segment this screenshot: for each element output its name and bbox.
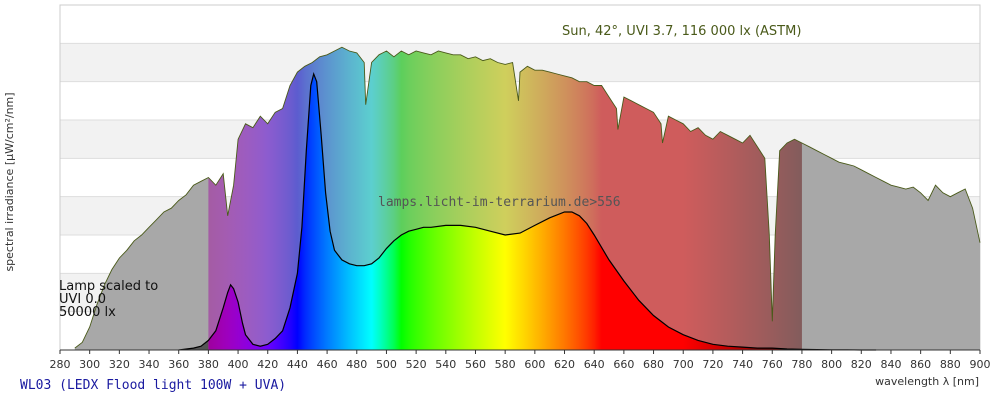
x-tick-label: 580	[495, 358, 516, 371]
x-tick-label: 440	[287, 358, 308, 371]
x-axis-ticks: 280 300 320 340 360 380 400 420 440 460 480 500 520 5…	[50, 350, 991, 371]
x-axis-label: wavelength λ [nm]	[875, 375, 979, 388]
lamp-scale-line-2: UVI 0.0	[59, 292, 106, 307]
x-tick-label: 340	[139, 358, 160, 371]
x-tick-label: 740	[732, 358, 753, 371]
x-tick-label: 420	[257, 358, 278, 371]
x-tick-label: 380	[198, 358, 219, 371]
grid-band	[60, 5, 980, 44]
x-tick-label: 860	[910, 358, 931, 371]
sun-series-label: Sun, 42°, UVI 3.7, 116 000 lx (ASTM)	[562, 24, 801, 39]
x-tick-label: 600	[524, 358, 545, 371]
footer-lamp-title: WL03 (LEDX Flood light 100W + UVA)	[20, 378, 286, 393]
y-axis-label: spectral irradiance [µW/cm²/nm]	[3, 92, 16, 271]
x-tick-label: 640	[584, 358, 605, 371]
lamp-spectrum-line	[178, 72, 877, 351]
x-tick-label: 780	[791, 358, 812, 371]
x-tick-label: 800	[821, 358, 842, 371]
x-tick-label: 880	[940, 358, 961, 371]
x-tick-label: 300	[79, 358, 100, 371]
x-tick-label: 280	[50, 358, 71, 371]
x-tick-label: 820	[851, 358, 872, 371]
x-tick-label: 460	[317, 358, 338, 371]
x-tick-label: 660	[613, 358, 634, 371]
x-tick-label: 400	[228, 358, 249, 371]
lamp-scale-line-3: 50000 lx	[59, 305, 116, 320]
sun-spectrum-line	[74, 46, 981, 349]
x-tick-label: 760	[762, 358, 783, 371]
x-tick-label: 540	[435, 358, 456, 371]
x-tick-label: 360	[168, 358, 189, 371]
x-tick-label: 720	[702, 358, 723, 371]
x-tick-label: 680	[643, 358, 664, 371]
x-tick-label: 700	[673, 358, 694, 371]
lamp-scale-line-1: Lamp scaled to	[59, 279, 158, 294]
watermark-text: lamps.licht-im-terrarium.de>556	[378, 195, 621, 210]
x-tick-label: 840	[880, 358, 901, 371]
x-tick-label: 900	[970, 358, 991, 371]
x-tick-label: 320	[109, 358, 130, 371]
x-tick-label: 620	[554, 358, 575, 371]
x-tick-label: 520	[406, 358, 427, 371]
x-tick-label: 480	[346, 358, 367, 371]
x-tick-label: 560	[465, 358, 486, 371]
x-tick-label: 500	[376, 358, 397, 371]
